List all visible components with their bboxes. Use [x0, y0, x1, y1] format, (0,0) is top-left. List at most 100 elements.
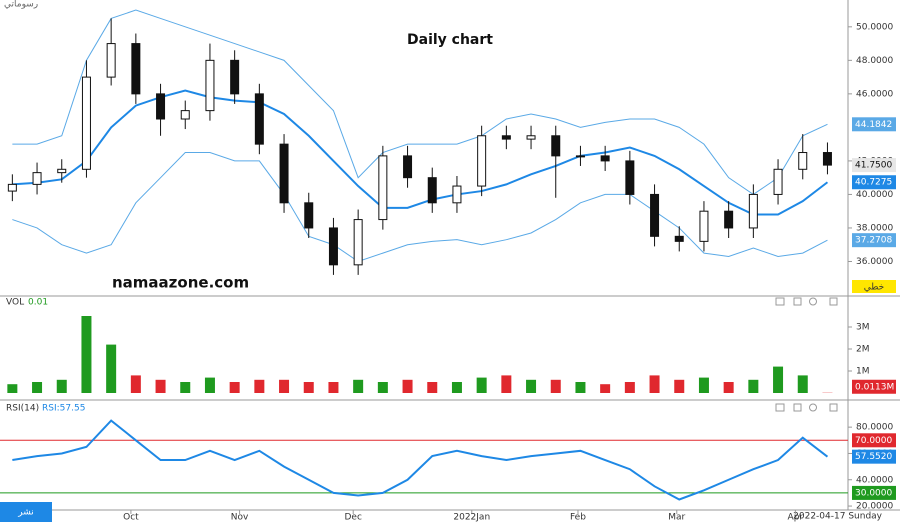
candle-body [279, 143, 289, 204]
share-label[interactable]: نشر [17, 508, 34, 518]
candle-body [501, 135, 511, 140]
share-button[interactable] [0, 502, 52, 522]
volume-bar [674, 379, 685, 393]
icon[interactable] [793, 297, 802, 306]
line [12, 89, 829, 216]
panel-icons[interactable] [775, 297, 838, 412]
candle-body [328, 227, 338, 266]
value-badge-label: 40.7275 [855, 178, 892, 188]
volume-bar [56, 379, 67, 393]
y-tick-label: 1M [856, 367, 870, 377]
value-badge [852, 158, 896, 173]
style-badge[interactable] [852, 280, 896, 293]
watermark: namaazone.com [112, 274, 249, 292]
value-badge [852, 117, 896, 132]
candle-body [156, 93, 166, 120]
volume-bar [600, 384, 611, 393]
candle-body [57, 168, 67, 174]
rsi-value: RSI:57.55 [42, 404, 85, 414]
line [12, 419, 829, 501]
candle-body [304, 202, 314, 229]
candle-body [205, 59, 215, 112]
y-tick-label: 36.0000 [856, 257, 893, 267]
candle-body [551, 135, 561, 157]
candle-body [452, 185, 462, 204]
date-label: 2022-04-17 Sunday [793, 512, 883, 522]
candle-body [180, 110, 190, 120]
volume-bar [526, 379, 537, 393]
icon[interactable] [809, 297, 817, 306]
icon[interactable] [829, 403, 838, 412]
x-tick-label: Oct [123, 513, 139, 522]
value-badge-label: 30.0000 [855, 488, 892, 498]
candle-body [254, 93, 264, 145]
value-badge-label: 37.2708 [855, 236, 892, 246]
icon[interactable] [775, 297, 785, 306]
y-tick-label: 2M [856, 345, 870, 355]
x-tick-label: Dec [344, 513, 361, 522]
y-tick-label: 46.0000 [856, 89, 893, 99]
candle-body [7, 183, 17, 192]
chart-title: Daily chart [407, 32, 493, 48]
volume-bar [130, 375, 141, 393]
rsi-title: RSI(14) [6, 404, 39, 414]
volume-bar [7, 384, 18, 393]
x-tick-label: Apr [788, 513, 804, 522]
volume-bar [328, 382, 339, 393]
value-badge-label: 41.7500 [855, 161, 892, 171]
value-badge-label: 57.5520 [855, 452, 892, 462]
volume-bar [451, 382, 462, 393]
value-badge-label: 0.0113M [855, 382, 894, 392]
y-tick-label: 20.0000 [856, 502, 893, 512]
vol-title: VOL [6, 298, 24, 308]
candle-body [81, 76, 91, 170]
y-tick-label: 50.0000 [856, 22, 893, 32]
y-tick-label: 40.0000 [856, 190, 893, 200]
volume-bar [575, 382, 586, 393]
icon[interactable] [775, 403, 785, 412]
candle-body [32, 172, 42, 185]
volume-bar [81, 316, 92, 393]
candle-body [625, 160, 635, 195]
value-badge [852, 233, 896, 248]
value-badge-label: 44.1842 [855, 120, 892, 130]
candle-body [600, 155, 610, 162]
candle-body [724, 210, 734, 229]
volume-bar [180, 382, 191, 393]
y-tick-label: 48.0000 [856, 56, 893, 66]
volume-bar [32, 382, 43, 393]
volume-bar [303, 382, 314, 393]
candle-body [773, 168, 783, 195]
volume-bar [106, 344, 117, 393]
candle-body [427, 177, 437, 204]
style-label[interactable]: خطي [864, 283, 884, 293]
y-tick-label: 40.0000 [856, 475, 893, 485]
volume-bar [476, 377, 487, 393]
vol-value: 0.01 [28, 298, 48, 308]
candle-body [748, 193, 758, 229]
volume-bar [229, 382, 240, 393]
volume-bar [649, 375, 660, 393]
volume-bar [773, 366, 784, 393]
x-tick-label: Nov [231, 513, 249, 522]
volume-bar [624, 382, 635, 393]
icon[interactable] [793, 403, 802, 412]
value-badge [852, 449, 896, 464]
volume-bar [204, 377, 215, 393]
candle-body [526, 135, 536, 140]
volume-bar [279, 379, 290, 393]
candle-body [798, 152, 808, 170]
candle-body [650, 193, 660, 237]
icon[interactable] [829, 297, 838, 306]
top-label: رسوماتي [4, 0, 38, 10]
candle-body [477, 135, 487, 187]
volume-bar [353, 379, 364, 393]
icon[interactable] [809, 403, 817, 412]
volume-bar [550, 379, 561, 393]
volume-bar [155, 379, 166, 393]
volume-bar [501, 375, 512, 393]
volume-bar [797, 375, 808, 393]
candle-body [353, 219, 363, 266]
